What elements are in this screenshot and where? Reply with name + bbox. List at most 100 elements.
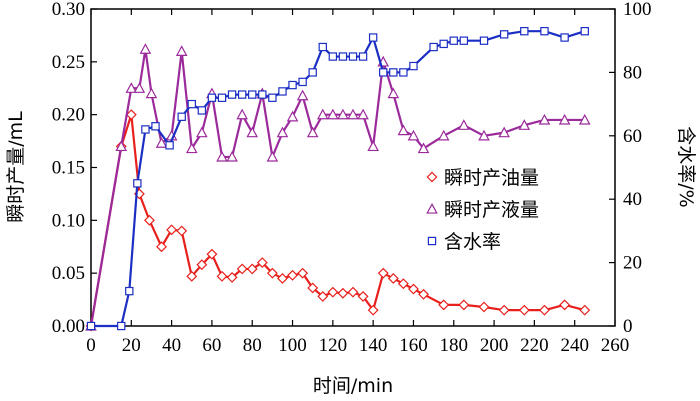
water-cut-point <box>298 77 307 87</box>
oil-rate-point <box>317 290 329 302</box>
liquid-rate-point <box>266 150 279 162</box>
water-cut-point <box>540 26 549 36</box>
liquid-rate-point <box>246 126 259 138</box>
legend-item-water-cut: 含水率 <box>427 231 501 253</box>
liquid-rate-point <box>407 129 420 141</box>
water-cut-point <box>125 286 134 296</box>
oil-rate-point <box>458 299 470 311</box>
legend-label: 含水率 <box>444 231 501 253</box>
x-tick-label: 260 <box>601 335 630 356</box>
y-left-axis-ticks: 0.00 0.05 0.10 0.15 0.20 0.25 0.30 <box>52 0 97 337</box>
water-cut-point <box>133 179 142 188</box>
x-axis-label: 时间/min <box>313 375 393 397</box>
liquid-rate-point <box>367 140 379 152</box>
water-cut-point <box>227 90 237 99</box>
y-left-axis-label: 瞬时产量/mL <box>5 111 27 223</box>
liquid-rate-point <box>236 108 248 120</box>
oil-rate-point <box>579 304 591 316</box>
oil-rate-point <box>438 299 450 311</box>
liquid-rate-point <box>216 150 228 162</box>
x-tick-label: 180 <box>440 335 469 356</box>
water-cut-point <box>399 68 408 77</box>
water-cut-point <box>117 321 126 331</box>
liquid-rate-point <box>478 129 490 141</box>
water-cut-point <box>429 42 438 52</box>
y-right-axis-ticks: 0 20 40 60 80 100 <box>609 0 652 337</box>
liquid-rate-point <box>196 126 208 138</box>
water-cut-point <box>258 90 267 99</box>
water-cut-point <box>187 99 196 109</box>
water-cut-point <box>439 39 448 49</box>
liquid-rate-point <box>337 108 349 120</box>
oil-rate-point <box>337 287 349 299</box>
y-left-tick-label: 0.10 <box>52 210 85 231</box>
x-axis-ticks: 0 20 40 60 80 100 120 140 160 180 200 220 240 260 <box>86 9 629 356</box>
water-cut-point <box>165 141 174 150</box>
water-cut-point <box>268 93 277 102</box>
y-right-tick-label: 80 <box>623 62 642 83</box>
water-cut-point <box>409 61 418 71</box>
oil-rate-point <box>266 267 278 279</box>
legend-label: 瞬时产液量 <box>444 199 539 221</box>
oil-rate-point <box>387 273 399 284</box>
water-cut-point <box>308 68 317 77</box>
liquid-rate-point <box>327 108 339 120</box>
y-right-tick-label: 0 <box>623 316 633 337</box>
water-cut-point <box>520 26 529 36</box>
series-water-cut <box>86 26 589 331</box>
oil-rate-point <box>256 257 268 269</box>
oil-rate-point <box>297 267 309 279</box>
x-tick-label: 220 <box>520 335 549 356</box>
oil-rate-point <box>277 273 288 284</box>
liquid-rate-point <box>397 124 410 136</box>
oil-rate-point <box>559 299 571 311</box>
liquid-rate-point <box>387 87 400 99</box>
water-cut-point <box>151 122 160 131</box>
oil-rate-point <box>327 286 339 298</box>
oil-rate-point <box>397 278 409 290</box>
water-cut-point <box>560 33 569 42</box>
water-cut-point <box>348 52 358 61</box>
legend-item-oil-rate: 瞬时产油量 <box>426 167 539 189</box>
water-cut-point <box>141 125 150 134</box>
x-tick-label: 200 <box>480 335 509 356</box>
oil-rate-point <box>216 270 228 282</box>
oil-rate-point <box>196 259 208 271</box>
liquid-rate-point <box>437 129 450 141</box>
oil-rate-line <box>89 113 586 327</box>
water-cut-point <box>217 93 227 102</box>
y-left-tick-label: 0.00 <box>52 316 85 337</box>
oil-rate-point <box>186 270 198 282</box>
liquid-rate-point <box>498 126 510 138</box>
oil-rate-point <box>478 301 490 313</box>
oil-rate-point <box>143 214 155 226</box>
x-tick-label: 120 <box>319 335 348 356</box>
water-cut-point <box>278 87 287 96</box>
y-right-tick-label: 40 <box>623 189 642 210</box>
oil-rate-point <box>307 282 319 294</box>
oil-rate-point <box>125 109 137 121</box>
liquid-rate-point <box>538 113 551 125</box>
oil-rate-point <box>539 304 550 316</box>
water-cut-point <box>479 36 489 45</box>
oil-rate-point <box>518 304 530 316</box>
water-cut-point <box>86 321 96 331</box>
x-tick-label: 100 <box>278 335 307 356</box>
x-tick-label: 40 <box>162 335 181 356</box>
water-cut-point <box>580 26 589 36</box>
water-cut-point <box>449 36 458 45</box>
liquid-rate-point <box>115 140 128 152</box>
water-cut-point <box>459 36 469 45</box>
water-cut-point <box>318 42 327 52</box>
legend-marker <box>426 171 438 183</box>
liquid-rate-point <box>458 119 470 130</box>
liquid-rate-point <box>286 110 299 122</box>
water-cut-point <box>197 106 207 115</box>
liquid-rate-point <box>175 45 188 56</box>
y-right-tick-label: 100 <box>623 0 652 20</box>
oil-rate-point <box>408 283 419 295</box>
legend-marker <box>427 236 437 246</box>
x-tick-label: 240 <box>560 335 589 356</box>
